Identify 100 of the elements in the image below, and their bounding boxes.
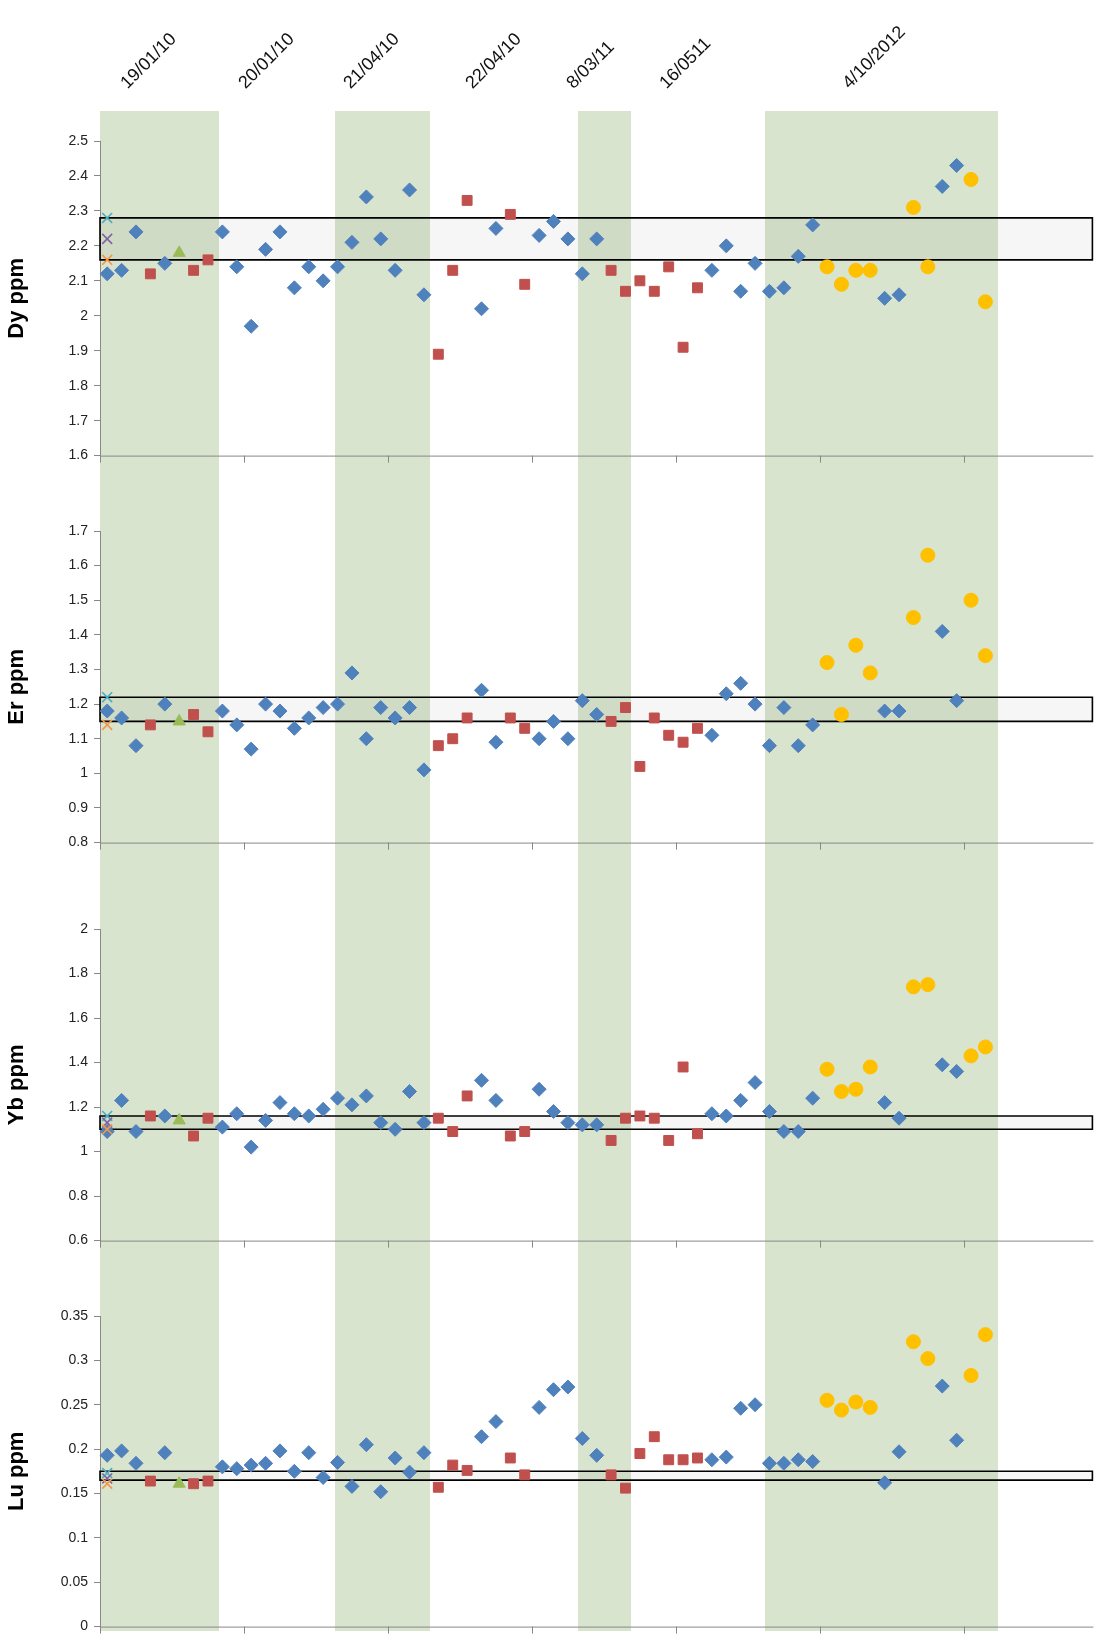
point [172,713,186,726]
point [99,1447,115,1463]
point [761,738,777,754]
point [819,1061,835,1077]
point [519,278,531,290]
point [474,301,490,317]
point [605,1469,617,1481]
point [905,199,921,215]
point [747,696,763,712]
y-tick-label: 2 [80,306,89,323]
point [776,1455,792,1471]
point [620,285,631,297]
point [144,719,156,731]
point [920,547,936,563]
y-tick-label: 0.9 [68,798,89,815]
point [819,259,835,275]
point [315,1470,331,1486]
point [977,1327,993,1343]
point [560,231,576,247]
point [258,1455,274,1471]
point [402,1464,418,1480]
point [949,693,965,709]
y-tick-label: 1.2 [68,694,89,711]
point [634,275,646,287]
point [202,254,214,266]
point [272,224,288,240]
point [243,741,259,757]
point [416,1115,432,1131]
point [243,1457,259,1473]
point [848,1394,864,1410]
y-tick-label: 0 [80,1617,89,1634]
point [387,1450,403,1466]
point [949,1063,965,1079]
point [648,712,660,724]
point [461,1464,473,1476]
point [286,1106,302,1122]
y-tick-label: 2.4 [68,166,89,183]
point [877,1475,893,1491]
point [474,682,490,698]
point [819,1392,835,1408]
point [488,1092,504,1108]
point [718,1449,734,1465]
point [531,731,547,747]
point [692,282,703,294]
y-tick-label: 1.6 [68,556,89,573]
y-tick-label: 1.4 [68,625,89,642]
y-axis-title: Dy ppm [3,257,29,339]
point [114,262,130,278]
y-tick-label: 1 [80,1142,89,1159]
point [833,276,849,292]
point [805,1090,821,1106]
point [963,171,979,187]
point [620,702,631,714]
point [373,231,389,247]
point [114,1443,130,1459]
point [128,1455,144,1471]
point [432,1481,444,1493]
point [862,262,878,278]
point [692,722,703,734]
point [432,1112,444,1124]
point [301,259,317,275]
point [358,731,374,747]
point [704,1106,720,1122]
y-axis-title: Er ppm [3,648,29,725]
y-tick-label: 1 [80,764,89,781]
point [733,675,749,691]
point [718,1108,734,1124]
point [634,760,646,772]
point [144,268,156,280]
point [114,710,130,726]
point [761,283,777,299]
point [589,707,605,722]
y-tick-label: 1.9 [68,341,89,358]
point [862,1059,878,1075]
point [157,255,173,271]
point [920,977,936,993]
point [101,1116,113,1129]
point [101,1472,113,1485]
point [704,262,720,278]
y-tick-label: 0.6 [68,1231,89,1248]
point [101,1123,113,1136]
point [330,1090,346,1106]
point [819,655,835,671]
y-tick-label: 1.5 [68,591,89,608]
point [101,254,113,266]
point [315,273,331,289]
point [447,1126,459,1137]
point [891,1444,907,1460]
point [344,1478,360,1494]
point [387,710,403,726]
point [387,262,403,278]
point [519,1126,531,1137]
point [214,224,230,240]
point [99,266,115,282]
point [589,231,605,247]
y-tick-label: 1.1 [68,729,89,746]
point [531,1399,547,1415]
point [848,637,864,653]
point [833,1083,849,1099]
point [634,1110,646,1122]
